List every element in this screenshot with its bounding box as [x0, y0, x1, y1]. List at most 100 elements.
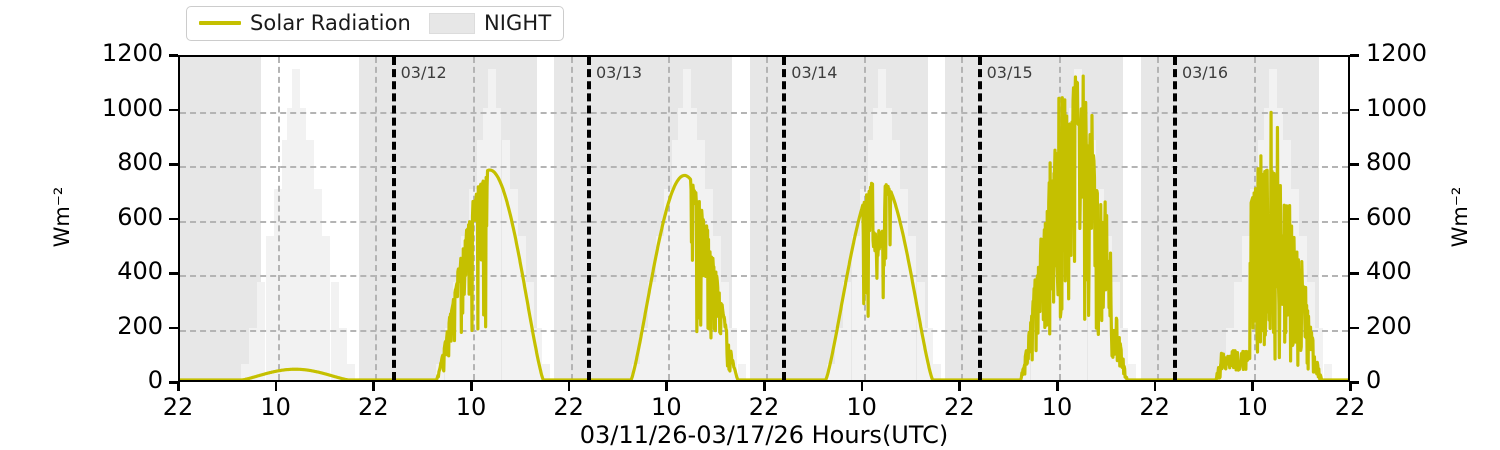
legend-line-swatch-solar-radiation	[199, 21, 241, 25]
clear-sky-envelope-step	[487, 69, 496, 380]
clear-sky-envelope-step	[924, 328, 933, 380]
clear-sky-envelope-step	[908, 235, 917, 380]
clear-sky-envelope-step	[683, 69, 692, 380]
clear-sky-envelope-step	[672, 140, 681, 380]
y-tick-label-left: 200	[117, 311, 163, 340]
day-divider	[977, 57, 982, 380]
clear-sky-envelope-step	[460, 235, 469, 380]
gridline-x	[375, 57, 378, 380]
plot-area: 03/12 03/13 03/14 03/15 03/16	[178, 55, 1350, 382]
clear-sky-envelope-step	[827, 363, 836, 380]
legend-item-solar-radiation: Solar Radiation	[199, 11, 411, 35]
clear-sky-envelope-step	[1120, 328, 1129, 380]
y-tick-label-left: 1200	[101, 39, 163, 67]
clear-sky-envelope-step	[631, 363, 640, 380]
clear-sky-envelope-step	[678, 107, 687, 380]
day-label: 03/15	[986, 63, 1033, 82]
x-tick	[1056, 382, 1059, 391]
gridline-x	[668, 57, 671, 380]
clear-sky-envelope-step	[737, 363, 746, 380]
clear-sky-envelope-step	[306, 140, 315, 380]
clear-sky-envelope-step	[729, 328, 738, 380]
clear-sky-envelope-step	[241, 363, 250, 380]
clear-sky-envelope-step	[346, 363, 355, 380]
x-tick-label: 10	[1041, 393, 1073, 421]
y-tick-left	[169, 326, 178, 329]
clear-sky-envelope-step	[1128, 363, 1137, 380]
clear-sky-envelope-step	[1087, 140, 1096, 380]
clear-sky-envelope-step	[639, 328, 648, 380]
y-tick-right	[1350, 272, 1359, 275]
clear-sky-envelope-step	[249, 328, 258, 380]
gridline-y-200	[180, 329, 1348, 332]
x-tick-label: 22	[553, 393, 584, 421]
clear-sky-envelope-step	[884, 107, 893, 380]
clear-sky-envelope-step	[1315, 328, 1324, 380]
legend-patch-swatch-night	[428, 12, 475, 34]
gridline-x	[961, 57, 964, 380]
x-tick	[567, 382, 571, 391]
y-tick-label-left: 800	[117, 148, 163, 176]
y-tick-right	[1350, 381, 1359, 384]
clear-sky-envelope-step	[493, 107, 502, 380]
clear-sky-envelope-step	[287, 107, 296, 380]
legend-label-night: NIGHT	[483, 11, 552, 35]
day-divider	[391, 57, 396, 380]
y-tick-left	[169, 54, 178, 57]
y-tick-label-left: 0	[147, 366, 163, 394]
x-tick-label: 22	[358, 393, 389, 421]
x-tick-label: 10	[1237, 393, 1268, 421]
gridline-x	[766, 57, 768, 380]
y-tick-left	[169, 108, 178, 111]
clear-sky-envelope-step	[878, 69, 887, 380]
y-tick-label-right: 800	[1366, 148, 1412, 176]
clear-sky-envelope-step	[273, 189, 282, 380]
gridline-x	[1156, 57, 1159, 380]
night-band	[180, 57, 261, 380]
clear-sky-envelope-step	[501, 140, 510, 380]
y-tick-right	[1350, 217, 1359, 220]
gridline-y-400	[180, 275, 1348, 277]
day-divider	[586, 57, 591, 380]
clear-sky-envelope-step	[542, 363, 551, 380]
clear-sky-envelope-step	[1073, 69, 1082, 380]
x-tick	[958, 382, 961, 391]
clear-sky-envelope-step	[281, 140, 290, 380]
x-tick-label: 22	[944, 393, 975, 421]
clear-sky-envelope-step	[932, 363, 941, 380]
x-tick-label: 10	[846, 393, 877, 421]
x-tick-label: 22	[748, 393, 780, 421]
x-tick	[470, 382, 473, 391]
clear-sky-envelope-step	[509, 189, 518, 380]
day-label: 03/14	[791, 63, 838, 82]
y-tick-left	[169, 381, 178, 384]
x-tick	[177, 382, 180, 391]
x-tick-label: 22	[162, 393, 194, 421]
clear-sky-envelope-step	[835, 328, 844, 380]
gridline-y-800	[180, 166, 1348, 168]
x-tick-label: 10	[651, 393, 682, 421]
y-tick-label-left: 1000	[101, 93, 163, 122]
x-axis-title: 03/11/26-03/17/26 Hours(UTC)	[579, 421, 949, 449]
y-tick-right	[1350, 54, 1359, 57]
day-divider	[1172, 57, 1177, 380]
day-label: 03/13	[595, 63, 643, 82]
gridline-x	[570, 57, 573, 380]
y-tick-label-right: 1000	[1366, 93, 1428, 122]
clear-sky-envelope-step	[867, 140, 876, 380]
day-divider	[782, 57, 787, 380]
y-tick-label-right: 1200	[1366, 39, 1428, 67]
y-tick-label-right: 600	[1366, 202, 1412, 231]
x-tick	[274, 382, 278, 391]
y-tick-label-right: 0	[1366, 366, 1382, 394]
clear-sky-envelope-step	[292, 69, 301, 380]
clear-sky-envelope-step	[338, 328, 347, 380]
legend-label-solar-radiation: Solar Radiation	[250, 11, 411, 35]
y-tick-left	[169, 272, 178, 275]
clear-sky-envelope-step	[1068, 107, 1077, 380]
y-tick-label-left: 600	[117, 202, 163, 231]
x-tick	[372, 382, 375, 391]
y-tick-right	[1350, 163, 1359, 166]
x-tick	[1153, 382, 1157, 391]
